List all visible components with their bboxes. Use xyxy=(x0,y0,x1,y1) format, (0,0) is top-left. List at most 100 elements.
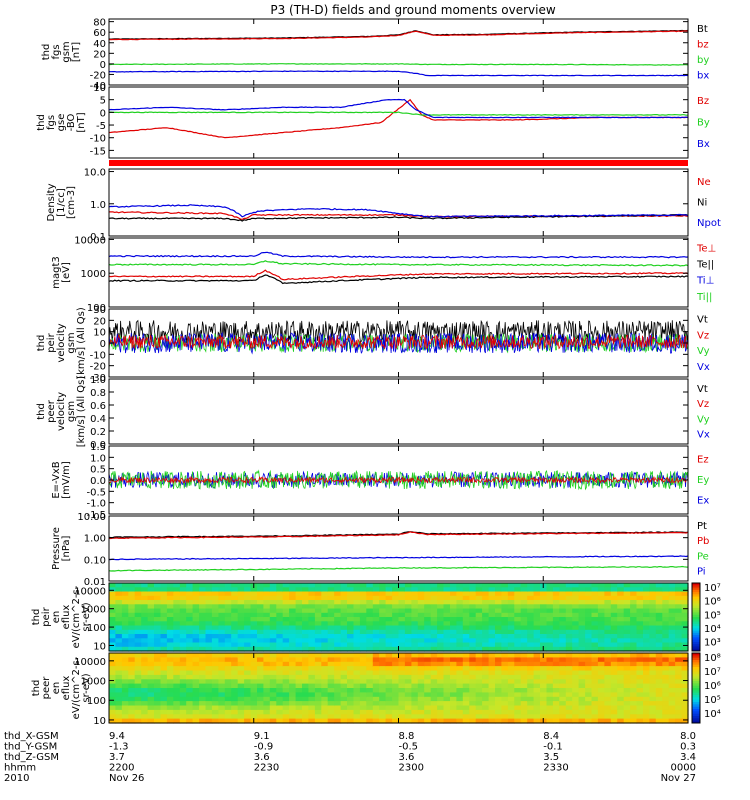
spectrogram-cell xyxy=(597,683,605,689)
spectrogram-cell xyxy=(302,718,309,724)
spectrogram-cell xyxy=(681,666,689,672)
spectrogram-cell xyxy=(147,600,155,605)
spectrogram-cell xyxy=(224,692,232,698)
spectrogram-cell xyxy=(649,621,657,627)
spectrogram-cell xyxy=(295,617,303,622)
spectrogram-cell xyxy=(250,701,258,707)
spectrogram-cell xyxy=(308,670,316,676)
spectrogram-cell xyxy=(636,696,644,702)
spectrogram-cell xyxy=(237,696,245,702)
y-axis-label-line: thd xyxy=(36,403,47,420)
spectrogram-cell xyxy=(630,692,638,698)
spectrogram-cell xyxy=(269,679,277,685)
spectrogram-cell xyxy=(411,714,419,720)
spectrogram-cell xyxy=(211,670,219,676)
spectrogram-cell xyxy=(417,604,425,610)
colorbar-step xyxy=(692,614,700,618)
spectrogram-cell xyxy=(276,634,284,639)
spectrogram-cell xyxy=(205,629,213,635)
spectrogram-cell xyxy=(379,709,387,715)
spectrogram-cell xyxy=(527,617,535,622)
spectrogram-cell xyxy=(495,591,502,597)
spectrogram-cell xyxy=(224,612,232,618)
spectrogram-cell xyxy=(417,617,425,622)
spectrogram-cell xyxy=(334,642,342,648)
spectrogram-cell xyxy=(430,608,438,614)
spectrogram-cell xyxy=(121,612,129,618)
spectrogram-cell xyxy=(681,701,689,707)
spectrogram-cell xyxy=(495,674,502,680)
spectrogram-cell xyxy=(630,583,638,588)
spectrogram-cell xyxy=(224,604,232,610)
spectrogram-cell xyxy=(585,714,593,720)
spectrogram-cell xyxy=(327,621,335,627)
spectrogram-cell xyxy=(321,705,329,711)
spectrogram-cell xyxy=(597,595,605,601)
spectrogram-cell xyxy=(308,714,316,720)
spectrogram-cell xyxy=(269,587,277,593)
spectrogram-cell xyxy=(263,661,271,667)
spectrogram-cell xyxy=(597,591,605,597)
spectrogram-cell xyxy=(617,638,625,644)
y-axis-label-line: [eV] xyxy=(61,262,72,283)
spectrogram-cell xyxy=(456,587,464,593)
spectrogram-cell xyxy=(314,638,322,644)
spectrogram-cell xyxy=(192,587,200,593)
spectrogram-cell xyxy=(540,692,547,698)
spectrogram-cell xyxy=(559,657,567,663)
spectrogram-cell xyxy=(552,629,560,635)
spectrogram-cell xyxy=(179,595,187,601)
spectrogram-cell xyxy=(308,583,316,588)
spectrogram-cell xyxy=(507,608,515,614)
spectrogram-cell xyxy=(276,718,284,724)
spectrogram-cell xyxy=(334,621,342,627)
spectrogram-cell xyxy=(334,718,342,724)
spectrogram-cell xyxy=(128,604,136,610)
y-tick-label: -0.5 xyxy=(86,487,106,498)
spectrogram-cell xyxy=(565,701,573,707)
spectrogram-cell xyxy=(404,629,412,635)
spectrogram-cell xyxy=(404,612,412,618)
spectrogram-cell xyxy=(314,679,322,685)
spectrogram-cell xyxy=(437,608,445,614)
spectrogram-cell xyxy=(308,595,316,601)
spectrogram-cell xyxy=(109,625,116,631)
y-tick-label: 0 xyxy=(100,339,106,350)
spectrogram-cell xyxy=(488,625,496,631)
spectrogram-cell xyxy=(308,709,316,715)
spectrogram-cell xyxy=(649,583,657,588)
spectrogram-cell xyxy=(379,638,387,644)
spectrogram-cell xyxy=(115,608,123,614)
spectrogram-cell xyxy=(630,683,638,689)
spectrogram-cell xyxy=(109,670,116,676)
colorbar-step xyxy=(692,594,700,598)
spectrogram-cell xyxy=(424,688,432,693)
spectrogram-cell xyxy=(231,638,239,644)
spectrogram-cell xyxy=(443,634,451,639)
spectrogram-cell xyxy=(424,674,432,680)
spectrogram-cell xyxy=(134,638,142,644)
spectrogram-cell xyxy=(121,634,129,639)
spectrogram-cell xyxy=(353,674,361,680)
spectrogram-cell xyxy=(411,621,419,627)
spectrogram-cell xyxy=(109,587,116,593)
spectrogram-cell xyxy=(160,709,168,715)
y-axis-label-line: eV/(cm^2-s- xyxy=(71,656,82,719)
spectrogram-cell xyxy=(572,634,580,639)
colorbar-step xyxy=(692,674,700,677)
spectrogram-cell xyxy=(224,634,232,639)
y-axis-label-line: thd xyxy=(31,680,42,697)
spectrogram-cell xyxy=(314,696,322,702)
spectrogram-cell xyxy=(475,692,483,698)
spectrogram-cell xyxy=(655,701,663,707)
spectrogram-cell xyxy=(282,688,290,693)
panel-frame xyxy=(108,237,689,308)
spectrogram-cell xyxy=(154,617,161,622)
spectrogram-cell xyxy=(244,683,252,689)
spectrogram-cell xyxy=(359,653,367,658)
spectrogram-cell xyxy=(237,657,245,663)
spectrogram-cell xyxy=(244,583,252,588)
spectrogram-cell xyxy=(411,608,419,614)
y-axis-label: thd fgs gsm [nT] xyxy=(41,41,82,62)
spectrogram-cell xyxy=(546,709,554,715)
